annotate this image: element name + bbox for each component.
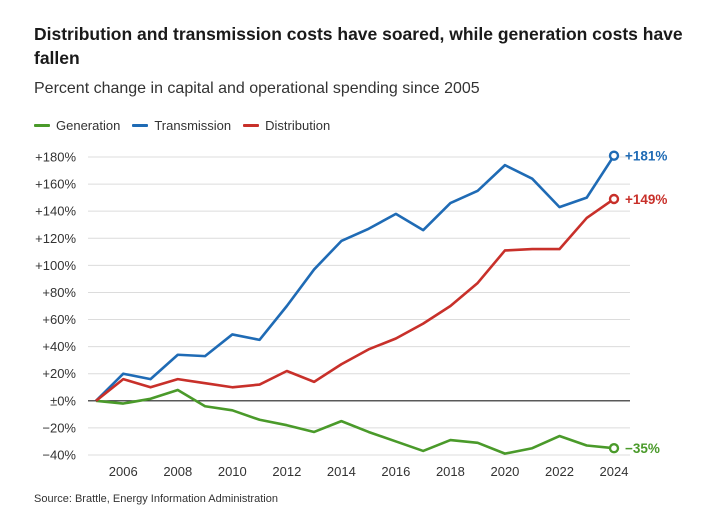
legend-item-distribution: Distribution	[243, 118, 330, 133]
legend-item-generation: Generation	[34, 118, 120, 133]
y-tick-label: +20%	[42, 366, 76, 381]
legend-swatch	[34, 124, 50, 127]
series-line-distribution	[95, 197, 615, 402]
legend-swatch	[132, 124, 149, 127]
end-point-marker	[608, 150, 620, 161]
y-tick-label: +160%	[35, 177, 76, 192]
series-line-generation	[95, 388, 615, 455]
legend: Generation Transmission Distribution	[34, 118, 330, 133]
end-point-marker	[608, 443, 620, 454]
y-tick-label: +120%	[35, 231, 76, 246]
legend-swatch	[243, 124, 260, 127]
x-tick-label: 2018	[436, 464, 465, 479]
x-tick-label: 2020	[490, 464, 519, 479]
y-tick-label: +140%	[35, 204, 76, 219]
end-value-label: −35%	[625, 441, 660, 456]
y-tick-label: +80%	[42, 285, 76, 300]
y-tick-label: +40%	[42, 339, 76, 354]
x-tick-label: 2006	[109, 464, 138, 479]
end-value-label: +149%	[625, 192, 667, 207]
y-tick-label: +60%	[42, 312, 76, 327]
x-tick-label: 2012	[272, 464, 301, 479]
x-tick-label: 2022	[545, 464, 574, 479]
legend-label: Distribution	[265, 118, 331, 133]
x-tick-label: 2010	[218, 464, 247, 479]
x-tick-label: 2016	[381, 464, 410, 479]
y-tick-label: −20%	[42, 420, 76, 435]
y-tick-label: ±0%	[50, 393, 76, 408]
x-tick-label: 2008	[163, 464, 192, 479]
legend-label: Generation	[56, 118, 121, 133]
x-tick-label: 2014	[327, 464, 356, 479]
chart-title: Distribution and transmission costs have…	[34, 24, 683, 68]
y-tick-label: +180%	[35, 150, 76, 165]
y-tick-label: +100%	[35, 258, 76, 273]
legend-label: Transmission	[154, 118, 232, 133]
legend-item-transmission: Transmission	[132, 118, 231, 133]
end-point-marker	[608, 193, 620, 205]
end-value-label: +181%	[625, 149, 667, 164]
x-tick-label: 2024	[600, 464, 629, 479]
chart-subtitle: Percent change in capital and operationa…	[34, 80, 480, 97]
series-line-transmission	[95, 154, 616, 402]
y-tick-label: −40%	[42, 448, 76, 463]
source-note: Source: Brattle, Energy Information Admi…	[34, 493, 278, 505]
